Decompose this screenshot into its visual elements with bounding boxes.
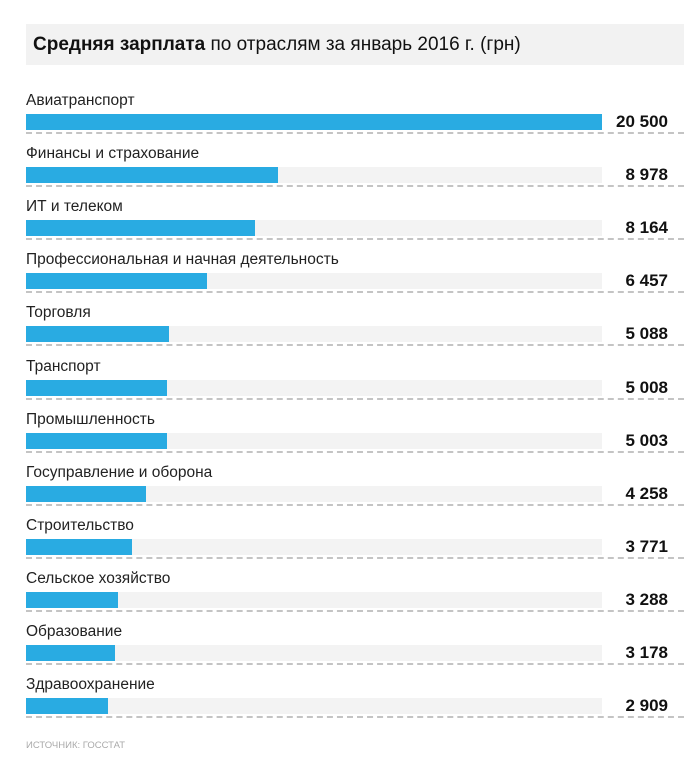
- divider: [26, 344, 684, 347]
- category-label: Здравоохранение: [26, 676, 155, 694]
- bar-row: Образование 3 178: [26, 623, 684, 676]
- category-label: Финансы и страхование: [26, 145, 200, 163]
- bar: [26, 273, 208, 290]
- divider: [26, 609, 684, 612]
- value-label: 5 008: [625, 377, 668, 397]
- value-label: 20 500: [616, 112, 668, 131]
- value-label: 8 164: [625, 218, 668, 238]
- bar-row: Торговля 5 088: [26, 304, 684, 357]
- category-label: Транспорт: [26, 357, 101, 375]
- bar: [26, 220, 256, 237]
- divider: [26, 397, 684, 400]
- bar-row: Госуправление и оборона 4 258: [26, 464, 684, 517]
- category-label: Промышленность: [26, 410, 155, 428]
- divider: [26, 291, 684, 294]
- bar-track: [26, 485, 602, 502]
- bar: [26, 114, 602, 130]
- value-label: 8 978: [625, 165, 668, 185]
- chart-title: Средняя зарплата по отраслям за январь 2…: [26, 24, 684, 65]
- bar: [26, 485, 146, 502]
- category-label: Профессиональная и начная деятельность: [26, 251, 339, 269]
- value-label: 3 178: [625, 643, 668, 662]
- bar: [26, 326, 169, 343]
- bar-track: [26, 114, 602, 130]
- bar-row: Строительство 3 771: [26, 517, 684, 570]
- bar-row: Здравоохранение 2 909: [26, 676, 684, 729]
- source-note: ИСТОЧНИК: ГОССТАТ: [26, 740, 126, 751]
- category-label: Строительство: [26, 516, 134, 534]
- value-label: 5 003: [625, 430, 668, 450]
- bar: [26, 698, 108, 715]
- bar-track: [26, 273, 602, 290]
- category-label: Торговля: [26, 304, 91, 322]
- bar-row: Авиатранспорт 20 500: [26, 92, 684, 145]
- bar: [26, 432, 167, 449]
- divider: [26, 716, 684, 719]
- value-label: 6 457: [625, 271, 668, 291]
- category-label: Госуправление и оборона: [26, 463, 213, 481]
- value-label: 4 258: [625, 483, 668, 503]
- divider: [26, 450, 684, 453]
- bar-row: Финансы и страхование 8 978: [26, 145, 684, 198]
- value-label: 3 288: [625, 589, 668, 609]
- bar-row: Сельское хозяйство 3 288: [26, 570, 684, 623]
- bar: [26, 538, 132, 555]
- category-label: Сельское хозяйство: [26, 569, 171, 587]
- bar-track: [26, 591, 602, 608]
- bar-track: [26, 698, 602, 715]
- bar-row: ИТ и телеком 8 164: [26, 198, 684, 251]
- bar-track: [26, 167, 602, 184]
- bar-row: Транспорт 5 008: [26, 358, 684, 411]
- title-bold: Средняя зарплата: [33, 34, 206, 55]
- divider: [26, 132, 684, 134]
- bar-track: [26, 326, 602, 343]
- category-label: ИТ и телеком: [26, 198, 123, 216]
- divider: [26, 556, 684, 559]
- bar-row: Профессиональная и начная деятельность 6…: [26, 251, 684, 304]
- divider: [26, 503, 684, 506]
- bar: [26, 379, 167, 396]
- divider: [26, 238, 684, 241]
- category-label: Авиатранспорт: [26, 92, 135, 109]
- bar-track: [26, 220, 602, 237]
- bar-track: [26, 432, 602, 449]
- bar-track: [26, 379, 602, 396]
- divider: [26, 663, 684, 665]
- value-label: 5 088: [625, 324, 668, 344]
- title-rest: по отраслям за январь 2016 г. (грн): [205, 34, 521, 55]
- value-label: 3 771: [625, 536, 668, 556]
- bar: [26, 591, 119, 608]
- category-label: Образование: [26, 623, 123, 640]
- value-label: 2 909: [625, 696, 668, 716]
- bar: [26, 645, 116, 661]
- bar: [26, 167, 279, 184]
- bar-track: [26, 645, 602, 661]
- bar-track: [26, 538, 602, 555]
- divider: [26, 185, 684, 188]
- bar-row: Промышленность 5 003: [26, 411, 684, 464]
